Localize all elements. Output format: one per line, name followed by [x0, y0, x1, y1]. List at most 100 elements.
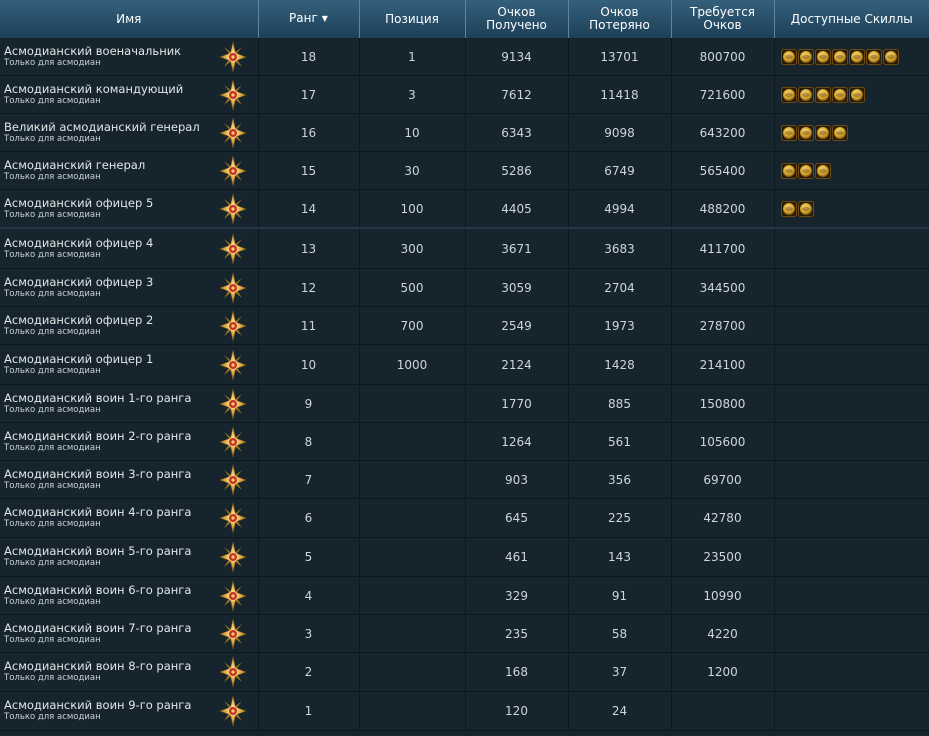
skill-icon[interactable]	[797, 48, 814, 65]
skill-icon[interactable]	[780, 86, 797, 103]
position-cell: 1000	[359, 344, 466, 385]
rank-emblem-icon	[218, 117, 248, 149]
rank-emblem-icon	[218, 580, 248, 612]
rank-emblem-icon	[218, 349, 248, 381]
points-required-cell: 150800	[671, 384, 775, 423]
restriction-text: Только для асмодиан	[4, 57, 101, 68]
skill-icon[interactable]	[831, 124, 848, 141]
table-row: Асмодианский военачальник Только для асмо…	[0, 38, 929, 76]
column-header-rank[interactable]: Ранг ▼	[258, 0, 360, 38]
name-cell: Асмодианский генерал Только для асмодиан	[0, 151, 259, 190]
restriction-text: Только для асмодиан	[4, 596, 101, 607]
skills-cell	[774, 38, 929, 76]
points-required-cell: 344500	[671, 268, 775, 307]
restriction-text: Только для асмодиан	[4, 712, 101, 722]
position-cell: 10	[359, 113, 466, 152]
rank-title: Асмодианский генерал	[4, 157, 146, 172]
skill-icon[interactable]	[814, 124, 831, 141]
points-gained-cell: 3059	[465, 268, 569, 307]
skill-icon[interactable]	[780, 48, 797, 65]
points-required-cell: 643200	[671, 113, 775, 152]
rank-emblem-icon	[218, 618, 248, 650]
skill-icon[interactable]	[865, 48, 882, 65]
name-cell: Асмодианский офицер 4 Только для асмодиан	[0, 227, 259, 269]
column-header-points-gained[interactable]: Очков Получено	[465, 0, 569, 38]
position-cell: 100	[359, 189, 466, 229]
skill-icon[interactable]	[814, 48, 831, 65]
position-cell	[359, 691, 466, 731]
rank-cell: 4	[258, 576, 360, 615]
column-header-points-required[interactable]: Требуется Очков	[671, 0, 775, 38]
points-required-cell: 565400	[671, 151, 775, 190]
skills-cell	[774, 306, 929, 345]
rank-title: Асмодианский офицер 4	[4, 235, 154, 250]
skill-icon[interactable]	[831, 86, 848, 103]
skill-icon[interactable]	[797, 200, 814, 217]
column-header-skills[interactable]: Доступные Скиллы	[774, 0, 929, 38]
rank-cell: 16	[258, 113, 360, 152]
rank-title: Асмодианский офицер 2	[4, 312, 154, 327]
skill-icon[interactable]	[848, 86, 865, 103]
points-gained-cell: 329	[465, 576, 569, 615]
rank-title: Асмодианский воин 9-го ранга	[4, 698, 192, 712]
rank-title: Асмодианский офицер 1	[4, 351, 154, 366]
points-lost-cell: 58	[568, 614, 672, 653]
skill-icon[interactable]	[814, 162, 831, 179]
skills-cell	[774, 537, 929, 577]
points-gained-cell: 645	[465, 498, 569, 538]
skill-icon[interactable]	[831, 48, 848, 65]
skill-icon[interactable]	[780, 124, 797, 141]
rank-cell: 2	[258, 652, 360, 692]
points-required-cell: 105600	[671, 422, 775, 461]
points-gained-cell: 235	[465, 614, 569, 653]
name-cell: Асмодианский воин 9-го ранга Только для а…	[0, 691, 259, 731]
points-lost-cell: 143	[568, 537, 672, 577]
points-gained-cell: 9134	[465, 38, 569, 76]
rank-title: Асмодианский командующий	[4, 81, 184, 96]
rank-cell: 15	[258, 151, 360, 190]
rank-emblem-icon	[218, 464, 248, 496]
skill-icon[interactable]	[780, 162, 797, 179]
skill-icon[interactable]	[848, 48, 865, 65]
column-header-position[interactable]: Позиция	[359, 0, 466, 38]
name-cell: Асмодианский офицер 2 Только для асмодиан	[0, 306, 259, 345]
position-cell: 1	[359, 38, 466, 76]
rank-emblem-icon	[218, 656, 248, 688]
points-required-cell: 278700	[671, 306, 775, 345]
position-cell	[359, 422, 466, 461]
skill-icon[interactable]	[797, 124, 814, 141]
column-header-name[interactable]: Имя	[0, 0, 259, 38]
skills-cell	[774, 422, 929, 461]
skills-cell	[774, 113, 929, 152]
sort-desc-icon: ▼	[321, 14, 328, 23]
skill-icon[interactable]	[814, 86, 831, 103]
position-cell: 3	[359, 75, 466, 114]
rank-emblem-icon	[218, 388, 248, 420]
restriction-text: Только для асмодиан	[4, 673, 101, 683]
skill-icon[interactable]	[882, 48, 899, 65]
rank-title: Асмодианский воин 1-го ранга	[4, 390, 192, 405]
skill-icon[interactable]	[797, 162, 814, 179]
points-required-cell: 488200	[671, 189, 775, 229]
skills-cell	[774, 652, 929, 692]
rank-cell: 1	[258, 691, 360, 731]
table-row: Асмодианский воин 6-го ранга Только для а…	[0, 576, 929, 615]
skill-icon[interactable]	[797, 86, 814, 103]
points-lost-cell: 13701	[568, 38, 672, 76]
points-lost-cell: 4994	[568, 189, 672, 229]
rank-cell: 17	[258, 75, 360, 114]
rank-cell: 9	[258, 384, 360, 423]
points-lost-cell: 356	[568, 460, 672, 499]
name-cell: Асмодианский офицер 3 Только для асмодиан	[0, 268, 259, 307]
position-cell	[359, 384, 466, 423]
restriction-text: Только для асмодиан	[4, 519, 101, 529]
rank-cell: 13	[258, 227, 360, 269]
rank-cell: 5	[258, 537, 360, 577]
skills-cell	[774, 344, 929, 385]
table-row: Асмодианский офицер 4 Только для асмодиан…	[0, 227, 929, 269]
restriction-text: Только для асмодиан	[4, 442, 101, 453]
column-header-points-lost[interactable]: Очков Потеряно	[568, 0, 672, 38]
rank-emblem-icon	[218, 79, 248, 111]
skill-icon[interactable]	[780, 200, 797, 217]
position-cell	[359, 576, 466, 615]
